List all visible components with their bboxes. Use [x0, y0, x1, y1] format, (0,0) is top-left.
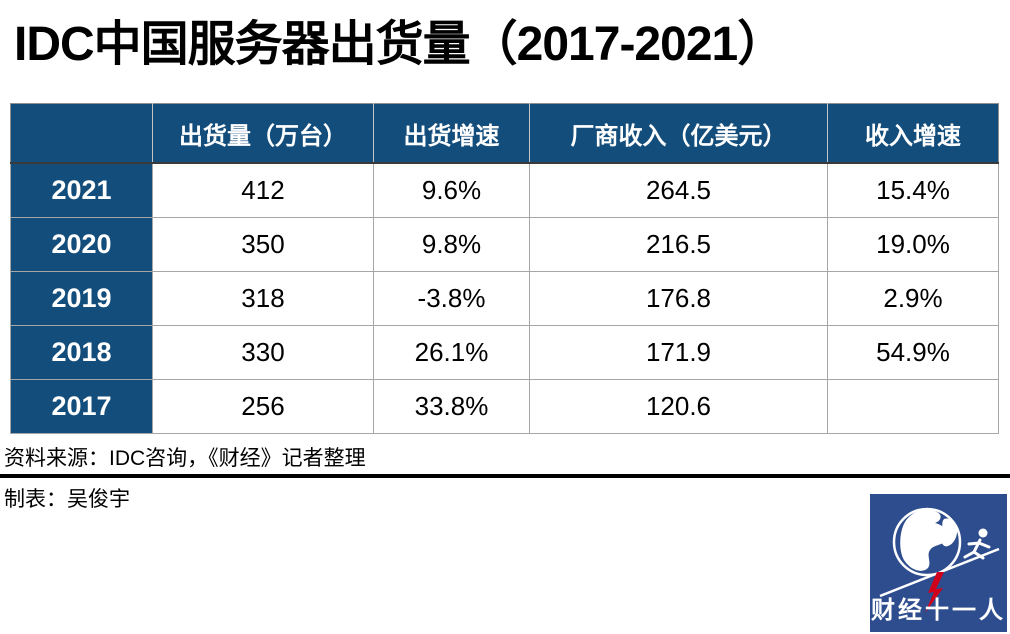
table-row-2020: 2020 350 9.8% 216.5 19.0%: [10, 217, 999, 272]
cell-revenue: 120.6: [529, 379, 828, 434]
lightning-icon: [925, 572, 944, 613]
column-header-revenue: 厂商收入（亿美元）: [529, 103, 828, 164]
cell-shipment-growth: 26.1%: [373, 325, 530, 380]
column-header-revenue-growth: 收入增速: [827, 103, 999, 164]
cell-shipments: 412: [152, 162, 374, 218]
cell-revenue: 176.8: [529, 271, 828, 326]
row-header-year: 2018: [10, 325, 153, 380]
column-header-blank: [10, 103, 153, 164]
row-header-year: 2017: [10, 379, 153, 434]
server-shipments-table: 出货量（万台） 出货增速 厂商收入（亿美元） 收入增速 2021 412 9.6…: [10, 103, 999, 434]
cell-shipments: 256: [152, 379, 374, 434]
table-row-2017: 2017 256 33.8% 120.6: [10, 379, 999, 434]
logo-wordmark: 财经十一人: [871, 597, 1006, 624]
table-row-2018: 2018 330 26.1% 171.9 54.9%: [10, 325, 999, 380]
cell-revenue-growth: 2.9%: [827, 271, 999, 326]
cell-revenue-growth: 19.0%: [827, 217, 999, 272]
table-row-2019: 2019 318 -3.8% 176.8 2.9%: [10, 271, 999, 326]
row-header-year: 2021: [10, 162, 153, 218]
source-note: 资料来源：IDC咨询，《财经》记者整理: [4, 447, 366, 470]
cell-revenue: 171.9: [529, 325, 828, 380]
caijing-eleven-logo: 财经十一人: [870, 494, 1007, 632]
cell-revenue-growth: 15.4%: [827, 162, 999, 218]
footer-divider: [0, 474, 1010, 478]
row-header-year: 2020: [10, 217, 153, 272]
column-header-shipment-growth: 出货增速: [373, 103, 530, 164]
runner-icon: [963, 528, 991, 560]
cell-revenue: 264.5: [529, 162, 828, 218]
globe-icon: [892, 507, 962, 577]
table-row-2021: 2021 412 9.6% 264.5 15.4%: [10, 162, 999, 218]
cell-shipment-growth: 9.8%: [373, 217, 530, 272]
row-header-year: 2019: [10, 271, 153, 326]
page-title: IDC中国服务器出货量（2017-2021）: [14, 18, 785, 71]
header-row: 出货量（万台） 出货增速 厂商收入（亿美元） 收入增速: [10, 103, 999, 164]
cell-revenue: 216.5: [529, 217, 828, 272]
logo-graphic: [879, 507, 1000, 613]
cell-revenue-growth: [827, 379, 999, 434]
cell-shipments: 330: [152, 325, 374, 380]
cell-shipments: 318: [152, 271, 374, 326]
cell-shipment-growth: 33.8%: [373, 379, 530, 434]
cell-revenue-growth: 54.9%: [827, 325, 999, 380]
column-header-shipments: 出货量（万台）: [152, 103, 374, 164]
cell-shipment-growth: -3.8%: [373, 271, 530, 326]
cell-shipments: 350: [152, 217, 374, 272]
cell-shipment-growth: 9.6%: [373, 162, 530, 218]
creator-note: 制表：吴俊宇: [4, 488, 130, 511]
